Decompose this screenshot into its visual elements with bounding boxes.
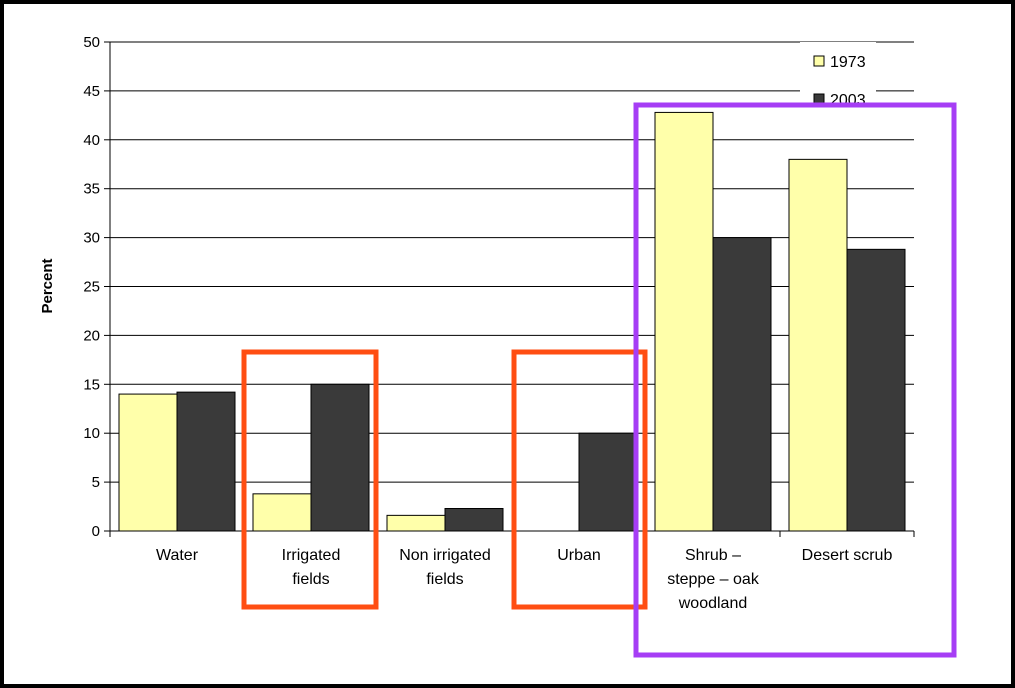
bar-2003 xyxy=(176,391,236,532)
x-tick-label: Shrub – steppe – oak woodland xyxy=(667,547,760,612)
y-axis-label: Percent xyxy=(39,258,56,313)
bar-2003 xyxy=(846,248,906,532)
bar-1973 xyxy=(654,111,714,532)
y-tick-label: 30 xyxy=(83,230,100,247)
highlight-box xyxy=(633,102,957,658)
y-tick-label: 20 xyxy=(83,327,100,344)
bar-2003 xyxy=(444,508,504,532)
bar-1973 xyxy=(252,493,312,532)
x-tick-label: Water xyxy=(156,547,199,564)
x-tick-label: Desert scrub xyxy=(802,547,893,564)
highlight-box xyxy=(511,349,648,610)
tick-labels: 0 5 10 15 20 25 30 35 40 45 50 Water Irrigated fields… xyxy=(83,34,892,612)
bar-2003 xyxy=(578,432,638,532)
legend-swatch-1973 xyxy=(813,55,825,67)
y-tick-label: 35 xyxy=(83,181,100,198)
bar-2003 xyxy=(310,383,370,532)
highlight-box xyxy=(241,349,379,610)
x-tick-label: Irrigated fields xyxy=(282,547,341,588)
y-tick-label: 45 xyxy=(83,83,100,100)
chart-frame: 0 5 10 15 20 25 30 35 40 45 50 Water Irrigated fields… xyxy=(4,4,1011,684)
highlight-boxes xyxy=(241,102,957,658)
legend-background xyxy=(800,42,876,114)
bar-1973 xyxy=(788,158,848,532)
bar-chart: 0 5 10 15 20 25 30 35 40 45 50 Water Irrigated fields… xyxy=(39,34,957,658)
bar-2003 xyxy=(712,237,772,532)
y-tick-label: 40 xyxy=(83,132,100,149)
y-tick-label: 25 xyxy=(83,279,100,296)
bar-1973 xyxy=(386,514,446,532)
y-tick-label: 50 xyxy=(83,34,100,51)
bars xyxy=(118,111,906,532)
y-tick-label: 15 xyxy=(83,376,100,393)
y-tick-label: 0 xyxy=(92,523,100,540)
y-tick-label: 5 xyxy=(92,474,100,491)
legend-label-1973: 1973 xyxy=(830,54,866,71)
y-tick-label: 10 xyxy=(83,425,100,442)
x-tick-label: Urban xyxy=(557,547,601,564)
bar-1973 xyxy=(118,393,178,532)
x-tick-label: Non irrigated fields xyxy=(399,547,491,588)
